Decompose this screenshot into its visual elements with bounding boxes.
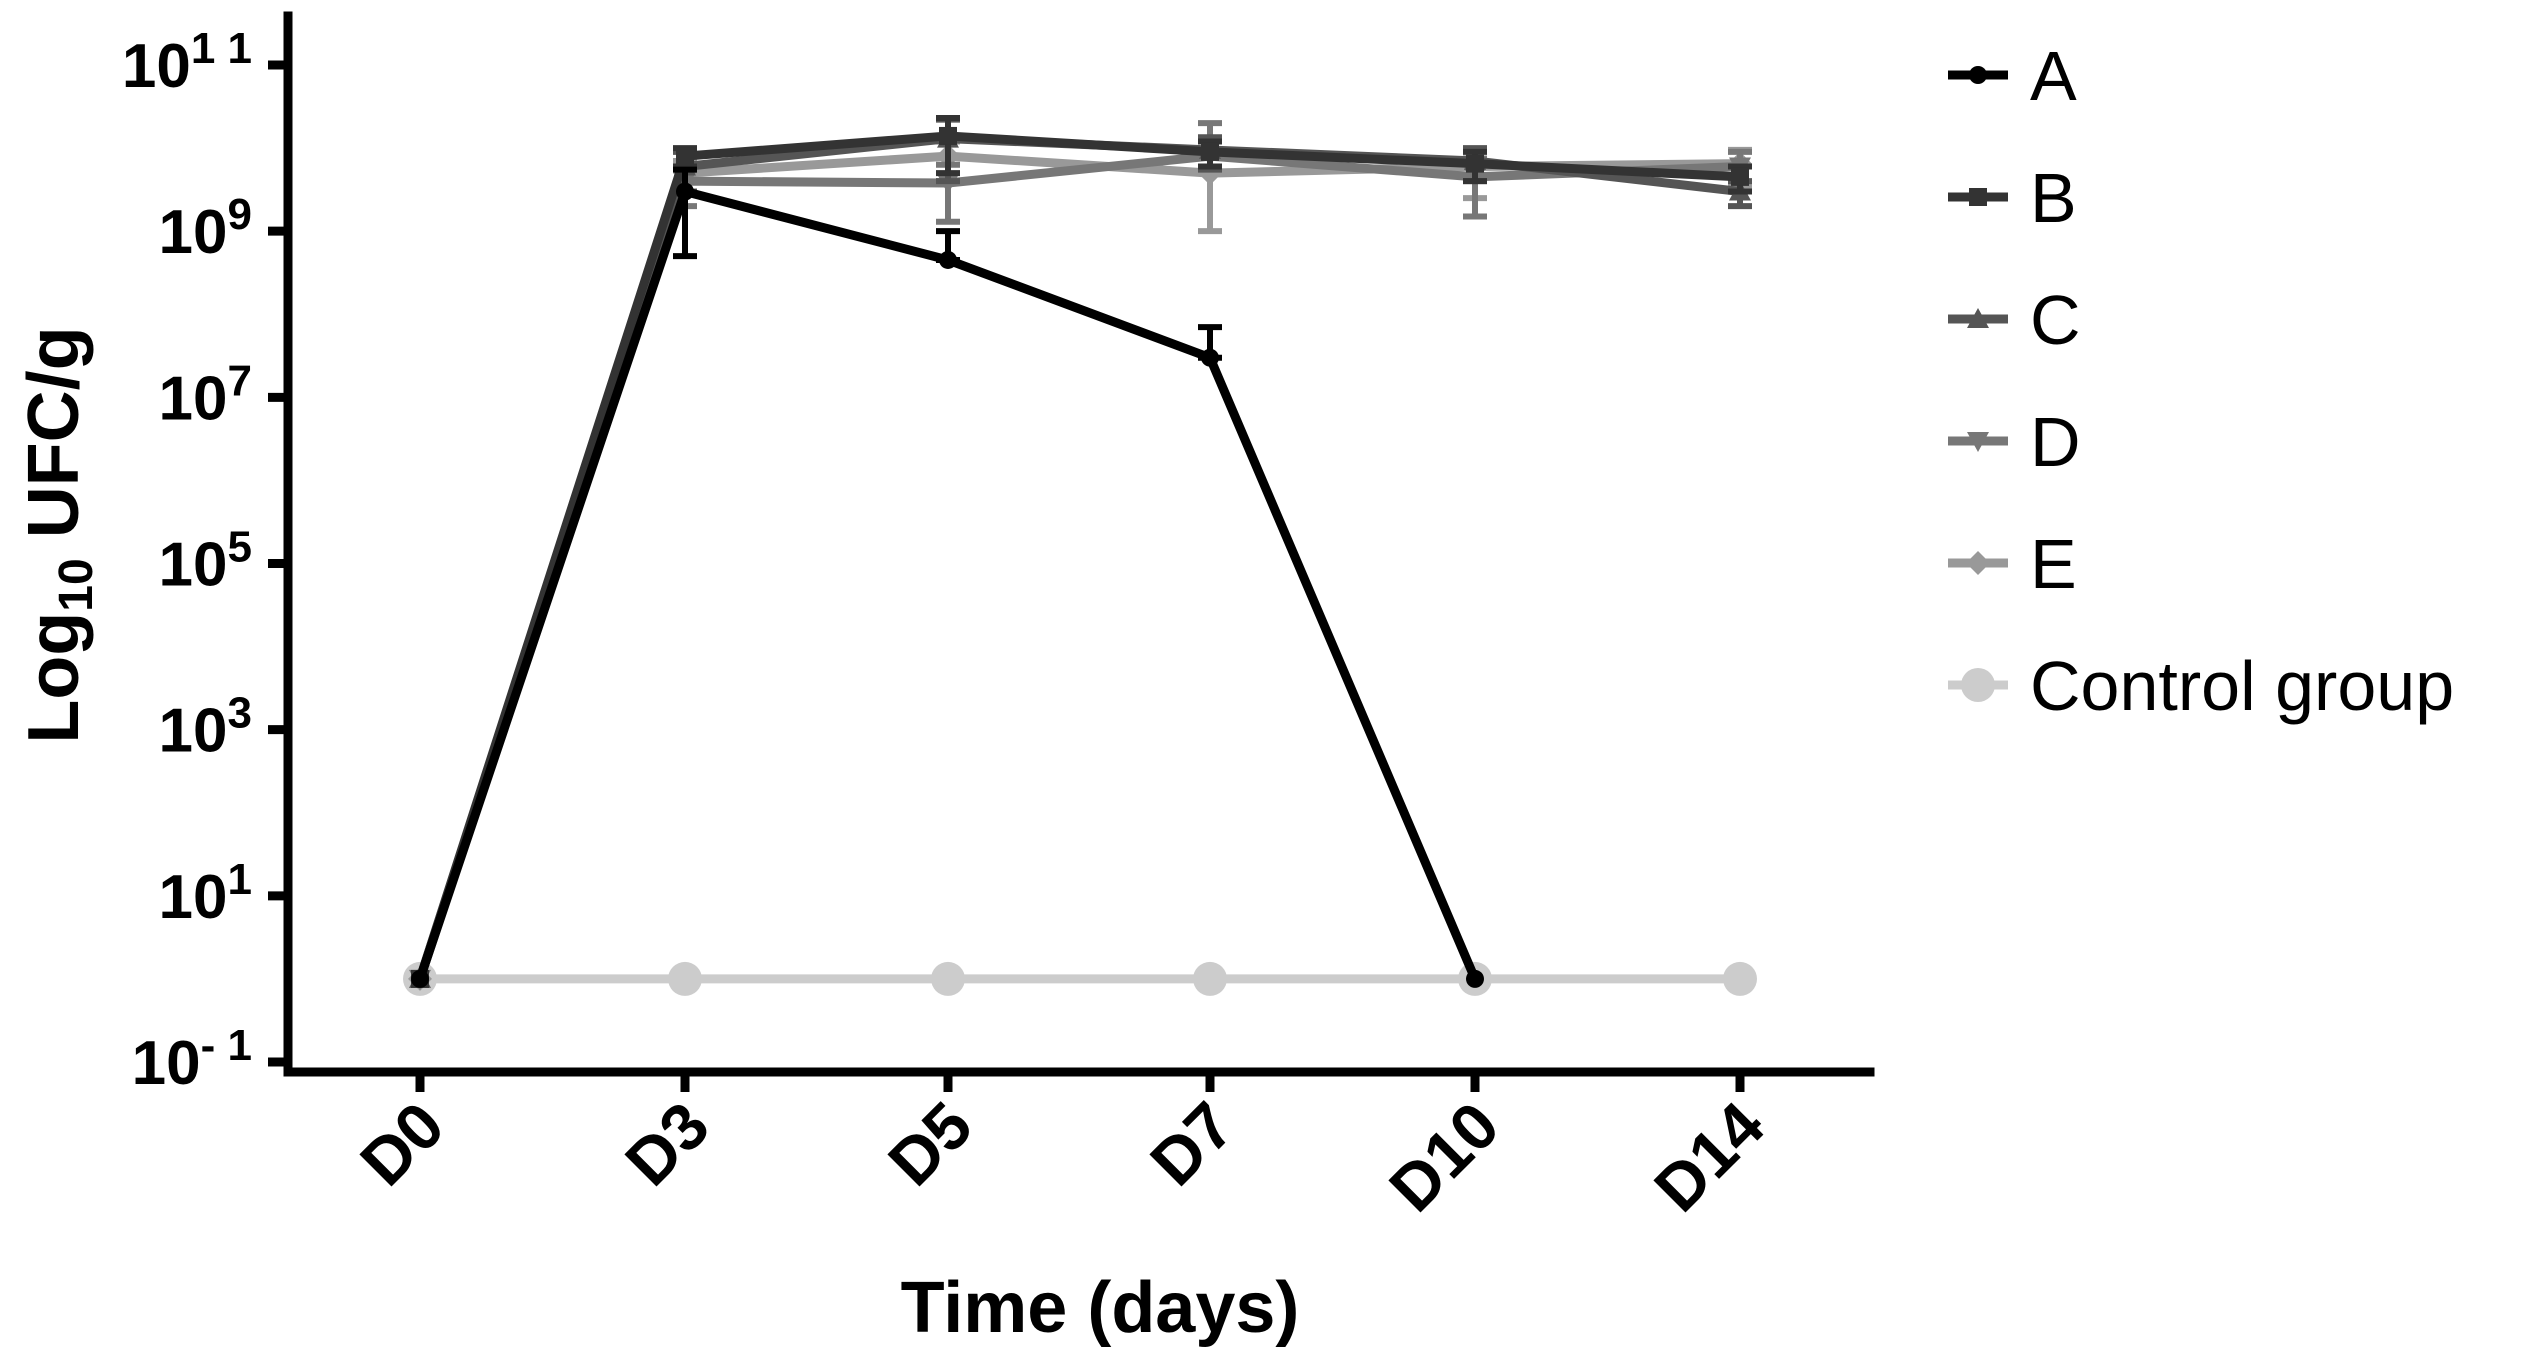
data-point (668, 961, 702, 996)
y-tick-exponent: 5 (228, 523, 252, 572)
legend-marker (1961, 668, 1995, 702)
legend-item: D (1948, 403, 2081, 481)
x-tick-label: D7 (1136, 1088, 1248, 1200)
y-tick-exponent: 1 1 (191, 24, 252, 73)
y-tick-label: 101 1 (122, 24, 252, 101)
y-tick-exponent: 3 (228, 689, 252, 738)
data-point (676, 182, 694, 201)
legend-marker (1966, 551, 1990, 575)
y-tick-label: 103 (159, 689, 252, 766)
x-tick-label: D10 (1375, 1088, 1513, 1226)
x-tick-label: D0 (346, 1088, 458, 1200)
data-point (1466, 154, 1484, 173)
legend-label: D (2030, 403, 2081, 481)
y-tick-exponent: 9 (228, 190, 252, 239)
legend-item: Control group (1948, 647, 2454, 725)
data-point (939, 250, 957, 269)
y-tick-base: 10 (159, 697, 228, 766)
y-axis-title-main: Log (14, 612, 94, 744)
data-point (1731, 167, 1749, 186)
data-point (1201, 348, 1219, 367)
y-tick-label: 105 (159, 523, 252, 600)
y-tick-base: 10 (159, 531, 228, 600)
data-point (1201, 142, 1219, 161)
legend-marker (1969, 66, 1987, 84)
y-tick-base: 10 (159, 364, 228, 433)
x-ticks: D0 D3 D5 D7 D10 D14 (346, 1072, 1778, 1226)
y-tick-label: 107 (159, 356, 252, 433)
legend-item: C (1948, 281, 2081, 359)
y-axis-title-rest: UFC/g (14, 326, 94, 558)
series-line (415, 134, 1741, 981)
series-line (415, 131, 1741, 981)
y-tick-exponent: 1 (228, 855, 252, 904)
series-b (411, 115, 1752, 988)
legend-marker (1967, 432, 1989, 452)
series-control-group (403, 961, 1757, 996)
x-tick-label: D3 (611, 1088, 723, 1200)
data-point (411, 969, 429, 988)
y-axis-title: Log10 UFC/g (14, 326, 103, 743)
legend-item: B (1948, 159, 2077, 237)
x-tick-label: D14 (1640, 1087, 1778, 1225)
series-a (411, 166, 1484, 988)
y-tick-label: 101 (159, 855, 252, 932)
series-d (409, 120, 1752, 990)
series-c (409, 116, 1752, 988)
legend-item: E (1948, 525, 2077, 603)
data-point (676, 147, 694, 166)
data-point (931, 961, 965, 996)
legend-label: C (2030, 281, 2081, 359)
series-e (408, 138, 1752, 991)
data-point (1193, 961, 1227, 996)
legend-label: A (2030, 37, 2077, 115)
y-tick-base: 10 (159, 863, 228, 932)
data-point (1466, 969, 1484, 988)
y-tick-base: 10 (122, 32, 191, 101)
y-tick-label: 10- 1 (132, 1021, 252, 1098)
series-line (415, 151, 1741, 981)
y-tick-base: 10 (159, 198, 228, 267)
legend-marker (1969, 188, 1987, 206)
x-tick-label: D5 (874, 1088, 986, 1200)
legend-label: B (2030, 159, 2077, 237)
series-line (415, 151, 1741, 981)
series-line (415, 187, 1480, 981)
plot-area (403, 115, 1757, 996)
y-tick-label: 109 (159, 190, 252, 267)
y-tick-exponent: - 1 (201, 1021, 252, 1070)
data-point (939, 126, 957, 145)
data-point (1723, 961, 1757, 996)
y-tick-base: 10 (132, 1029, 201, 1098)
y-tick-exponent: 7 (228, 356, 252, 405)
legend-item: A (1948, 37, 2077, 115)
legend-label: E (2030, 525, 2077, 603)
y-axis-title-subscript: 10 (50, 558, 103, 611)
legend-marker (1967, 308, 1989, 328)
x-axis-title: Time (days) (901, 1268, 1300, 1348)
legend-label: Control group (2030, 647, 2454, 725)
